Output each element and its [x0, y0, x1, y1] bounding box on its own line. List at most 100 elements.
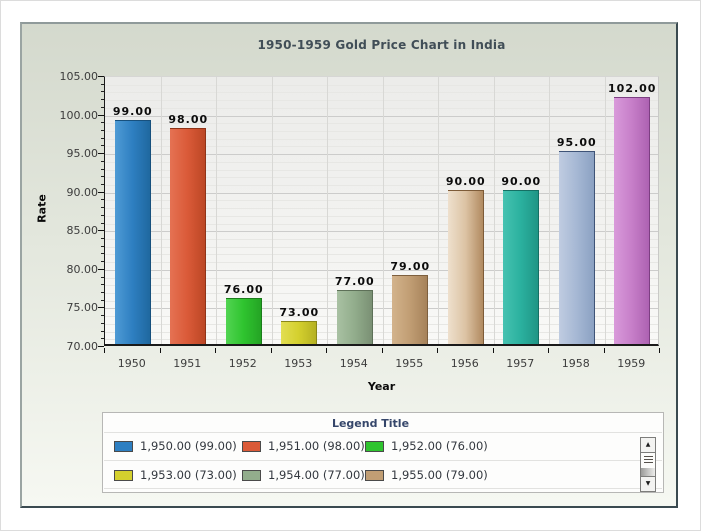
bar-1957[interactable] — [503, 189, 540, 344]
y-minor-tick — [101, 338, 104, 340]
legend-scrollbar[interactable]: ▲ ▼ — [640, 437, 656, 492]
y-tick — [98, 76, 104, 77]
scroll-down-button[interactable]: ▼ — [640, 476, 656, 492]
scrollbar-track[interactable] — [640, 468, 656, 477]
bar-1951[interactable] — [170, 128, 207, 344]
y-minor-tick — [101, 276, 104, 278]
y-minor-tick — [101, 184, 104, 185]
x-tick-label: 1956 — [450, 357, 479, 370]
legend-item[interactable]: 1,955.00 (79.00) — [365, 467, 488, 483]
bar-1959[interactable] — [614, 97, 651, 344]
y-tick-label: 95.00 — [66, 147, 99, 161]
gridline — [105, 215, 658, 217]
gridline — [105, 285, 658, 287]
gridline — [105, 293, 658, 294]
legend-swatch — [242, 440, 261, 452]
legend-separator — [104, 488, 662, 489]
bar-1953[interactable] — [281, 320, 318, 344]
bar-1955[interactable] — [392, 274, 429, 344]
y-tick-label: 90.00 — [66, 185, 99, 199]
y-minor-tick — [101, 145, 104, 147]
gridline — [105, 146, 658, 148]
y-tick — [98, 268, 104, 270]
y-tick — [98, 346, 104, 347]
legend-item-label: 1,950.00 (99.00) — [140, 439, 237, 453]
y-minor-tick — [101, 214, 104, 216]
x-tick — [326, 348, 327, 353]
legend-item[interactable]: 1,954.00 (77.00) — [242, 467, 365, 483]
legend-swatch — [365, 469, 384, 481]
gridline — [105, 200, 658, 202]
x-tick-label: 1957 — [506, 357, 535, 370]
x-tick — [437, 348, 438, 353]
gridline-vertical — [216, 77, 217, 344]
bar-1956[interactable] — [447, 189, 484, 344]
gold-price-chart-widget: 1950-1959 Gold Price Chart in India Rate… — [20, 22, 678, 508]
scroll-up-button[interactable]: ▲ — [640, 437, 656, 453]
y-tick-label: 100.00 — [59, 108, 99, 122]
gridline — [105, 231, 658, 233]
legend-item-label: 1,951.00 (98.00) — [268, 439, 365, 453]
y-minor-tick — [101, 245, 104, 247]
x-tick — [270, 348, 272, 353]
gridline-vertical — [438, 77, 439, 344]
bar-value-label: 79.00 — [390, 259, 431, 273]
gridline — [105, 169, 658, 171]
x-tick-label: 1953 — [284, 357, 313, 370]
bar-1958[interactable] — [558, 151, 595, 344]
y-tick — [98, 191, 104, 193]
bar-value-label: 76.00 — [223, 282, 264, 296]
y-minor-tick — [101, 106, 104, 108]
gridline — [105, 277, 658, 279]
y-minor-tick — [101, 99, 104, 101]
x-tick — [548, 348, 549, 353]
y-tick — [98, 153, 104, 155]
legend-item-label: 1,954.00 (77.00) — [268, 468, 365, 482]
bar-1952[interactable] — [225, 297, 262, 344]
y-minor-tick — [101, 122, 104, 124]
gridline — [105, 185, 658, 186]
x-tick — [104, 348, 105, 353]
gridline-vertical — [382, 77, 384, 344]
y-minor-tick — [101, 207, 104, 209]
gridline — [105, 323, 658, 325]
chart-title: 1950-1959 Gold Price Chart in India — [257, 38, 506, 52]
bar-1954[interactable] — [336, 290, 373, 344]
gridline-vertical — [327, 77, 328, 344]
gridline — [105, 246, 658, 248]
legend-swatch — [242, 469, 261, 481]
gridline — [105, 239, 658, 240]
x-tick-label: 1959 — [617, 357, 646, 370]
gridline — [105, 339, 658, 341]
legend-separator — [104, 460, 662, 461]
gridline — [105, 92, 658, 94]
y-minor-tick — [101, 299, 104, 301]
gridline — [105, 308, 658, 310]
y-tick — [98, 114, 104, 116]
x-tick — [215, 348, 216, 353]
gridline — [105, 300, 658, 302]
gridline-vertical — [271, 77, 273, 344]
y-minor-tick — [101, 238, 104, 239]
scrollbar-thumb[interactable] — [640, 452, 656, 469]
legend-item[interactable]: 1,953.00 (73.00) — [114, 467, 237, 483]
legend-item[interactable]: 1,952.00 (76.00) — [365, 438, 488, 454]
gridline — [105, 208, 658, 210]
arrow-down-icon: ▼ — [645, 480, 651, 487]
x-tick-label: 1951 — [173, 357, 202, 370]
gridline — [105, 161, 658, 163]
bar-value-label: 90.00 — [445, 174, 486, 188]
bar-1950[interactable] — [114, 120, 151, 344]
gridline-vertical — [549, 77, 550, 344]
gridline — [105, 131, 658, 132]
legend-separator — [104, 432, 662, 433]
gridline — [105, 269, 658, 271]
y-minor-tick — [101, 222, 104, 224]
gridline — [105, 115, 658, 117]
legend-item[interactable]: 1,951.00 (98.00) — [242, 438, 365, 454]
gridline — [105, 316, 658, 318]
y-tick-label: 80.00 — [66, 262, 99, 276]
legend-item[interactable]: 1,950.00 (99.00) — [114, 438, 237, 454]
legend-item-label: 1,952.00 (76.00) — [391, 439, 488, 453]
